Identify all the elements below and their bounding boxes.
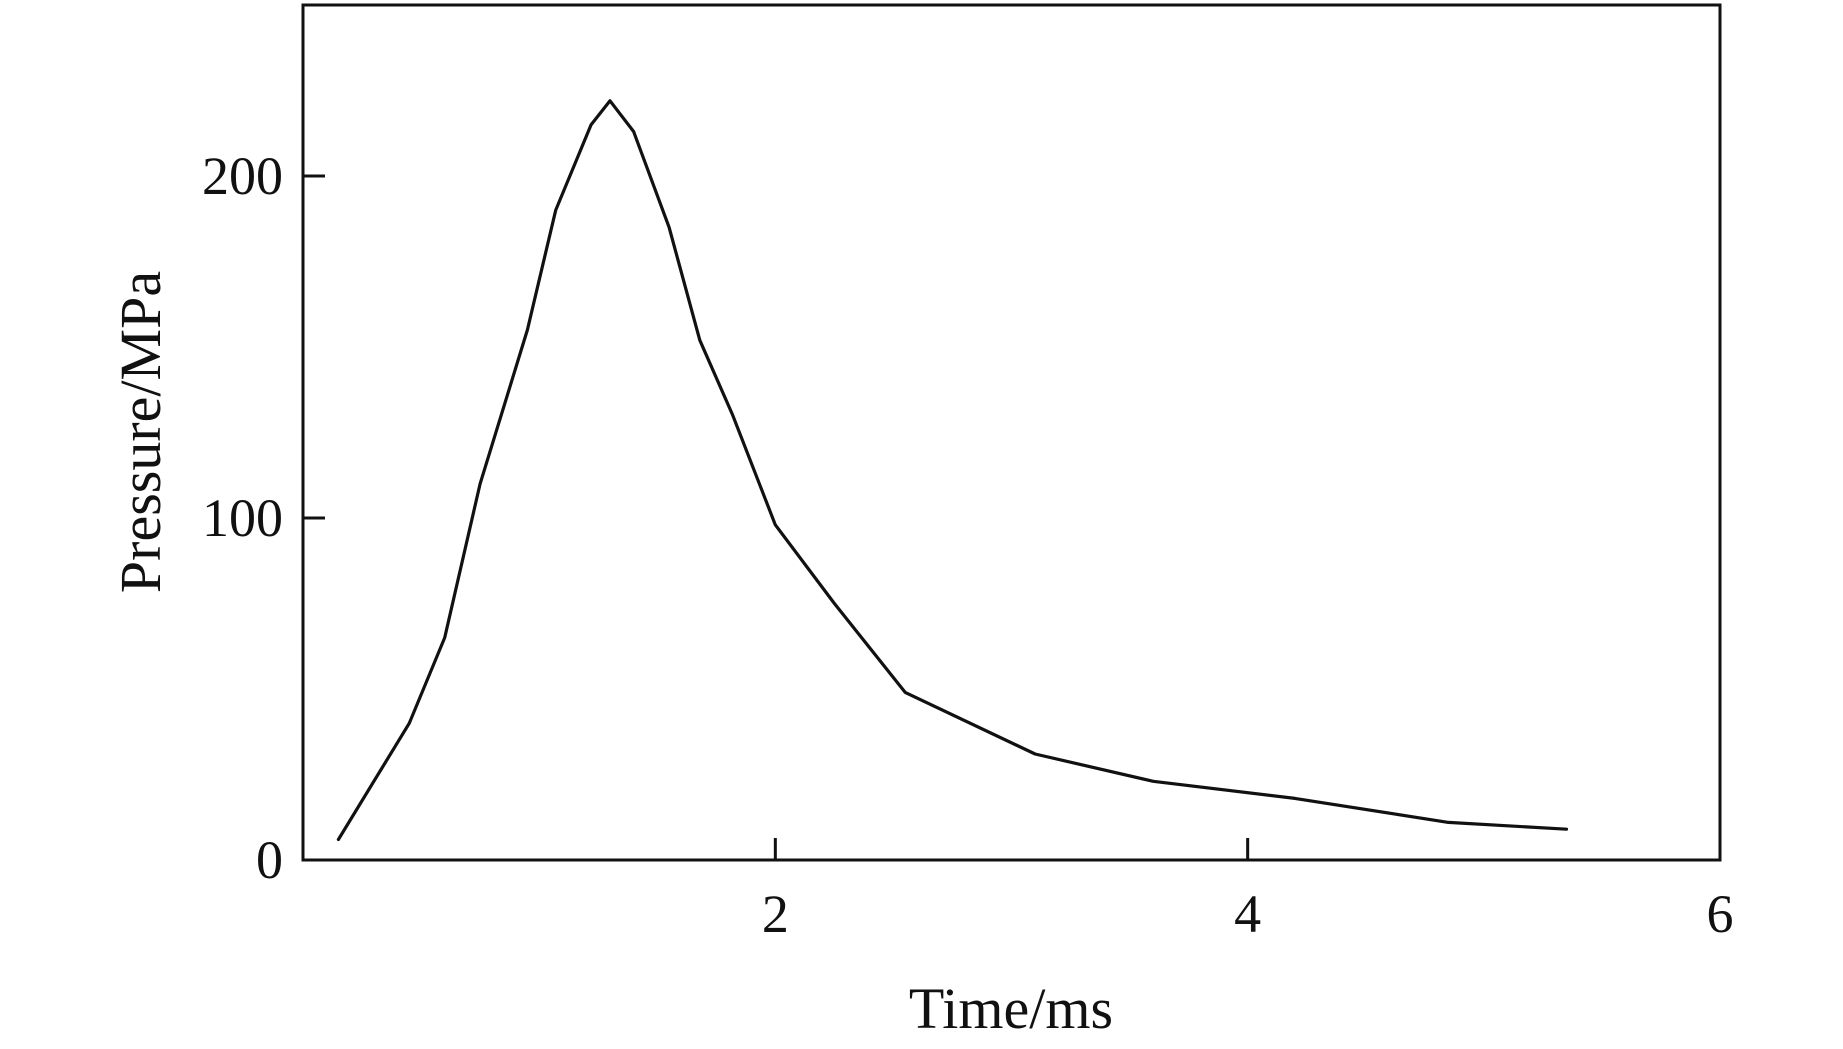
y-axis-label: Pressure/MPa [108,271,173,593]
x-tick-label: 6 [1707,884,1734,944]
y-tick-label: 200 [202,146,283,206]
y-tick-label: 0 [256,830,283,890]
y-axis-ticks: 0 100 200 [202,146,325,890]
pressure-series-line [336,99,1569,842]
x-tick-label: 4 [1234,884,1261,944]
plot-frame [301,3,1722,862]
x-axis-label: Time/ms [909,976,1113,1041]
x-axis-ticks: 2 4 6 [762,838,1734,944]
y-tick-label: 100 [202,488,283,548]
x-tick-label: 2 [762,884,789,944]
